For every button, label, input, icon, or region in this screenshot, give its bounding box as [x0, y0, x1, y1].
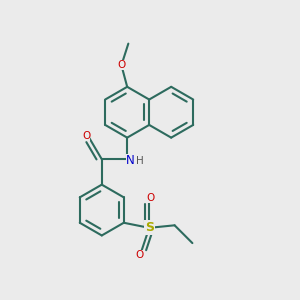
Text: H: H [136, 156, 144, 166]
Text: O: O [136, 250, 144, 260]
Text: O: O [82, 131, 90, 142]
Text: O: O [117, 60, 125, 70]
Text: N: N [126, 154, 134, 167]
Text: S: S [145, 221, 154, 234]
Text: O: O [146, 193, 154, 203]
